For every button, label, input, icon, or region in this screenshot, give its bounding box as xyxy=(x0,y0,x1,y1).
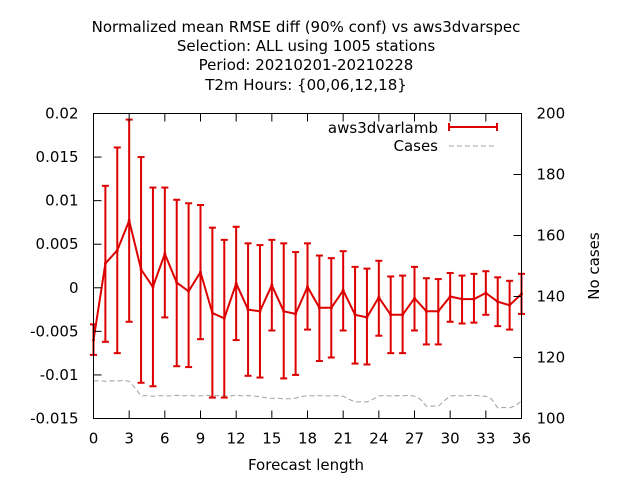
x-tick-label: 27 xyxy=(405,430,424,448)
data-points xyxy=(92,219,523,342)
data-point xyxy=(329,306,333,310)
y-right-tick-label: 100 xyxy=(537,410,566,428)
data-point xyxy=(508,303,512,307)
data-point xyxy=(115,248,119,252)
data-point xyxy=(210,311,214,315)
x-tick-label: 21 xyxy=(334,430,353,448)
x-tick-label: 3 xyxy=(124,430,134,448)
data-point xyxy=(199,270,202,274)
y-right-tick-label: 120 xyxy=(537,349,566,367)
legend-label-aws3dvarlamb: aws3dvarlamb xyxy=(328,119,438,137)
x-tick-label: 9 xyxy=(196,430,206,448)
y-left-tick-label: -0.005 xyxy=(30,322,78,340)
data-point xyxy=(484,291,488,295)
x-tick-label: 30 xyxy=(441,430,460,448)
y-left-tick-label: 0 xyxy=(69,279,79,297)
x-tick-label: 33 xyxy=(476,430,495,448)
data-point xyxy=(377,295,381,299)
data-point xyxy=(163,252,167,256)
plot-area xyxy=(90,118,525,409)
title-line-1: Normalized mean RMSE diff (90% conf) vs … xyxy=(92,18,521,36)
x-axis-title: Forecast length xyxy=(248,456,364,474)
x-tick-label: 36 xyxy=(512,430,531,448)
y-left-tick-label: 0.02 xyxy=(45,105,78,123)
x-tick-label: 24 xyxy=(369,430,388,448)
data-point xyxy=(222,316,226,320)
title-line-4: T2m Hours: {00,06,12,18} xyxy=(204,76,407,94)
legend: aws3dvarlamb Cases xyxy=(328,119,498,155)
y-left-tick-label: 0.015 xyxy=(36,148,79,166)
data-point xyxy=(424,309,428,313)
data-point xyxy=(175,281,179,285)
data-point xyxy=(139,267,143,271)
data-point xyxy=(353,313,357,317)
y-axis-right-title: No cases xyxy=(585,232,603,300)
data-point xyxy=(103,261,107,265)
data-point xyxy=(436,309,440,313)
y-axis-left: -0.015 -0.01 -0.005 0 0.005 0.01 0.015 0.02 xyxy=(30,105,102,428)
y-left-tick-label: -0.01 xyxy=(40,366,79,384)
data-point xyxy=(127,219,131,223)
series-line-cases xyxy=(93,379,522,409)
y-left-tick-label: 0.01 xyxy=(45,192,78,210)
title-line-2: Selection: ALL using 1005 stations xyxy=(177,37,436,55)
x-tick-label: 0 xyxy=(89,430,99,448)
y-right-tick-label: 200 xyxy=(537,105,566,123)
data-point xyxy=(341,288,345,292)
data-point xyxy=(317,306,321,310)
y-left-tick-label: 0.005 xyxy=(36,235,79,253)
x-tick-label: 15 xyxy=(262,430,281,448)
data-point xyxy=(496,300,500,304)
data-point xyxy=(365,315,369,319)
data-point xyxy=(401,313,405,317)
y-right-tick-label: 140 xyxy=(537,288,566,306)
data-point xyxy=(282,309,286,313)
data-point xyxy=(234,281,238,285)
data-point xyxy=(413,296,416,300)
chart-title: Normalized mean RMSE diff (90% conf) vs … xyxy=(92,18,521,94)
error-bars xyxy=(90,118,525,399)
y-axis-right: 100 120 140 160 180 200 xyxy=(513,105,566,428)
data-point xyxy=(294,312,298,316)
legend-swatch-aws3dvarlamb xyxy=(448,123,498,131)
x-tick-label: 12 xyxy=(227,430,246,448)
data-point xyxy=(270,283,274,287)
x-axis: 0 3 6 9 12 15 18 21 24 27 30 33 36 xyxy=(89,113,531,448)
legend-label-cases: Cases xyxy=(393,137,438,155)
data-point xyxy=(448,295,452,298)
data-point xyxy=(460,297,464,301)
data-point xyxy=(187,289,191,293)
data-point xyxy=(306,285,309,289)
y-right-tick-label: 180 xyxy=(537,166,566,184)
data-point xyxy=(151,285,155,289)
x-tick-label: 18 xyxy=(298,430,317,448)
data-point xyxy=(246,308,250,312)
data-point xyxy=(389,313,393,317)
y-left-tick-label: -0.015 xyxy=(30,410,78,428)
data-point xyxy=(472,297,476,301)
x-tick-label: 6 xyxy=(160,430,170,448)
title-line-3: Period: 20210201-20210228 xyxy=(199,56,414,74)
data-point xyxy=(258,309,262,313)
y-right-tick-label: 160 xyxy=(537,227,566,245)
